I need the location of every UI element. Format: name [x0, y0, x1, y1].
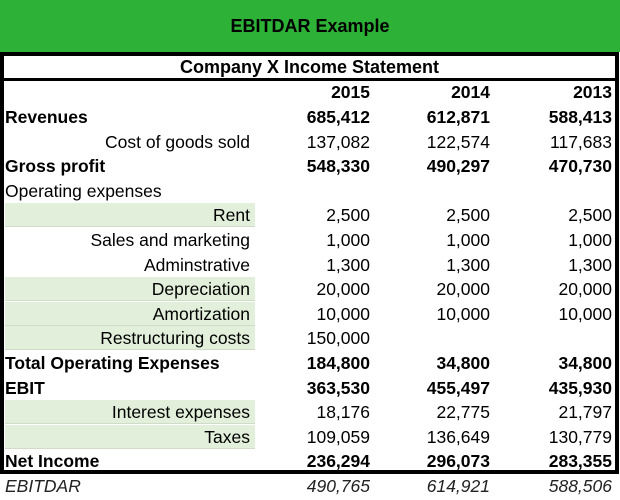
cell-value: 283,355	[548, 451, 612, 472]
label-highlight	[5, 400, 255, 425]
table-row: Adminstrative 1,300 1,300 1,300	[0, 253, 620, 278]
year-header-row: 2015 2014 2013	[0, 80, 620, 105]
table-row: Net Income 236,294 296,073 283,355	[0, 449, 620, 474]
year-header: 2015	[331, 82, 370, 102]
label-highlight	[5, 277, 255, 302]
cell-value: 490,297	[426, 156, 490, 177]
cell-value: 109,059	[306, 426, 370, 447]
cell-value: 1,300	[446, 254, 490, 275]
table-row: EBIT 363,530 455,497 435,930	[0, 376, 620, 401]
banner-title: EBITDAR Example	[0, 0, 620, 52]
cell-value: 455,497	[426, 377, 490, 398]
row-label: Amortization	[152, 303, 250, 324]
row-label: Cost of goods sold	[105, 131, 250, 152]
cell-value: 2,500	[568, 205, 612, 226]
cell-value: 10,000	[558, 303, 612, 324]
cell-value: 20,000	[558, 279, 612, 300]
cell-value: 10,000	[436, 303, 490, 324]
table-row: Depreciation 20,000 20,000 20,000	[0, 277, 620, 302]
row-label: Rent	[213, 205, 250, 226]
cell-value: 150,000	[306, 328, 370, 349]
table-row: Operating expenses	[0, 179, 620, 204]
row-label: Net Income	[5, 451, 100, 472]
table-title: Company X Income Statement	[4, 56, 615, 81]
year-header: 2013	[573, 82, 612, 102]
cell-value: 1,300	[568, 254, 612, 275]
table-row: Gross profit 548,330 490,297 470,730	[0, 154, 620, 179]
table-row: Revenues 685,412 612,871 588,413	[0, 105, 620, 130]
cell-value: 1,000	[568, 230, 612, 250]
cell-value: 363,530	[306, 377, 370, 398]
row-label: Adminstrative	[143, 254, 250, 275]
cell-value: 10,000	[316, 303, 370, 324]
cell-value: 184,800	[306, 353, 370, 373]
table-row: Amortization 10,000 10,000 10,000	[0, 301, 620, 327]
table-row: Total Operating Expenses 184,800 34,800 34,…	[0, 351, 620, 376]
cell-value: 137,082	[306, 131, 370, 152]
cell-value: 614,921	[426, 476, 490, 496]
cell-value: 1,300	[326, 254, 370, 275]
cell-value: 296,073	[426, 451, 490, 472]
cell-value: 1,000	[326, 230, 370, 250]
label-highlight	[5, 424, 255, 449]
row-label: Sales and marketing	[90, 230, 250, 250]
table-row: Cost of goods sold 137,082 122,574 117,683	[0, 130, 620, 155]
cell-value: 122,574	[426, 131, 490, 152]
row-label: Gross profit	[5, 156, 106, 177]
cell-value: 22,775	[436, 402, 490, 423]
table-row: Restructuring costs 150,000	[0, 326, 620, 351]
cell-value: 548,330	[306, 156, 370, 177]
row-label: Total Operating Expenses	[5, 353, 220, 373]
table-row: Rent 2,500 2,500 2,500	[0, 203, 620, 228]
cell-value: 34,800	[558, 353, 612, 373]
cell-value: 18,176	[316, 402, 370, 423]
cell-value: 685,412	[306, 107, 370, 127]
cell-value: 34,800	[436, 353, 490, 373]
cell-value: 490,765	[306, 476, 370, 496]
row-label: Taxes	[204, 426, 250, 447]
table-row: Taxes 109,059 136,649 130,779	[0, 424, 620, 450]
cell-value: 117,683	[550, 131, 612, 152]
cell-value: 2,500	[446, 205, 490, 226]
year-header: 2014	[451, 82, 490, 102]
cell-value: 21,797	[558, 402, 612, 423]
row-label: Depreciation	[151, 279, 250, 300]
row-label: Restructuring costs	[100, 328, 250, 349]
label-highlight	[5, 326, 255, 351]
cell-value: 236,294	[306, 451, 370, 472]
row-label: EBITDAR	[5, 476, 81, 496]
cell-value: 588,413	[548, 107, 612, 127]
table-row: Sales and marketing 1,000 1,000 1,000	[0, 228, 620, 253]
table-row: Interest expenses 18,176 22,775 21,797	[0, 400, 620, 425]
cell-value: 20,000	[316, 279, 370, 300]
row-label: Operating expenses	[5, 180, 162, 201]
cell-value: 136,649	[426, 426, 490, 447]
table-row: EBITDAR 490,765 614,921 588,506	[0, 474, 620, 499]
row-label: Interest expenses	[111, 402, 250, 423]
cell-value: 2,500	[326, 205, 370, 226]
cell-value: 20,000	[436, 279, 490, 300]
cell-value: 588,506	[548, 476, 612, 496]
cell-value: 470,730	[548, 156, 612, 177]
cell-value: 130,779	[548, 426, 612, 447]
cell-value: 1,000	[446, 230, 490, 250]
label-highlight	[5, 301, 255, 326]
income-statement-table: Company X Income Statement	[0, 52, 619, 474]
label-highlight	[5, 203, 255, 228]
cell-value: 612,871	[426, 107, 490, 127]
row-label: EBIT	[5, 377, 45, 398]
cell-value: 435,930	[548, 377, 612, 398]
row-label: Revenues	[5, 107, 88, 127]
